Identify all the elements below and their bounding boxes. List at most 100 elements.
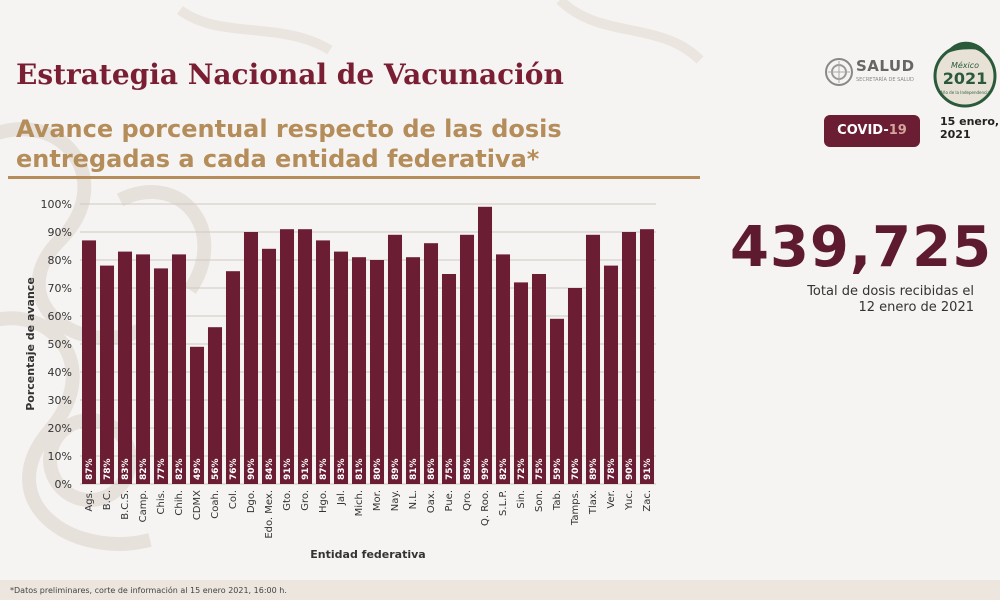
x-tick-label: Gto. bbox=[282, 490, 293, 511]
x-tick-label: Ver. bbox=[606, 490, 617, 509]
seal-top-text: México bbox=[951, 60, 979, 70]
bar bbox=[243, 232, 259, 484]
bar bbox=[135, 254, 151, 484]
bar-value-label: 70% bbox=[571, 458, 581, 480]
salud-subtitle: SECRETARÍA DE SALUD bbox=[856, 77, 914, 83]
badge-number: 19 bbox=[888, 123, 907, 138]
x-tick-label: Edo. Mex. bbox=[264, 490, 275, 539]
subtitle-line-1: Avance porcentual respecto de las dosis bbox=[16, 115, 562, 143]
bar-value-label: 91% bbox=[301, 458, 311, 480]
bar bbox=[639, 229, 655, 484]
x-tick-label: Chis. bbox=[156, 490, 167, 515]
y-tick-label: 100% bbox=[41, 198, 72, 211]
bar-value-label: 80% bbox=[373, 458, 383, 480]
bar bbox=[297, 229, 313, 484]
bar bbox=[495, 254, 511, 484]
y-tick-label: 80% bbox=[48, 254, 72, 267]
bar-value-label: 82% bbox=[139, 458, 149, 480]
x-tick-label: Jal. bbox=[336, 490, 347, 506]
y-tick-label: 20% bbox=[48, 422, 72, 435]
bar-value-label: 81% bbox=[355, 458, 365, 480]
x-tick-label: N.L. bbox=[408, 490, 419, 509]
y-tick-label: 90% bbox=[48, 226, 72, 239]
report-date: 15 enero, 2021 bbox=[940, 115, 1000, 141]
seal-bottom-text: Año de la Independencia bbox=[940, 90, 990, 95]
bar-value-label: 87% bbox=[319, 458, 329, 480]
bar-value-label: 90% bbox=[625, 458, 635, 480]
bar-value-label: 89% bbox=[463, 458, 473, 480]
caption-line-2: 12 enero de 2021 bbox=[858, 300, 974, 315]
x-tick-label: Coah. bbox=[210, 490, 221, 519]
bar bbox=[603, 265, 619, 484]
bar bbox=[405, 257, 421, 484]
salud-emblem-icon bbox=[825, 58, 853, 86]
bar bbox=[351, 257, 367, 484]
salud-wordmark: SALUD bbox=[856, 57, 915, 75]
date-line-1: 15 enero, bbox=[940, 115, 1000, 128]
x-tick-label: Yuc. bbox=[624, 490, 635, 511]
page-title: Estrategia Nacional de Vacunación bbox=[16, 58, 564, 91]
bar-value-label: 81% bbox=[409, 458, 419, 480]
bar-value-label: 86% bbox=[427, 458, 437, 480]
bar bbox=[459, 234, 475, 484]
bar-value-label: 89% bbox=[589, 458, 599, 480]
bar-value-label: 78% bbox=[103, 458, 113, 480]
y-tick-label: 70% bbox=[48, 282, 72, 295]
x-tick-label: Qro. bbox=[462, 490, 473, 511]
y-tick-label: 40% bbox=[48, 366, 72, 379]
badge-prefix: COVID- bbox=[837, 123, 889, 138]
covid-19-badge: COVID-19 bbox=[824, 115, 920, 147]
bar-value-label: 82% bbox=[175, 458, 185, 480]
x-tick-label: Mor. bbox=[372, 490, 383, 511]
seal-year-text: 2021 bbox=[943, 69, 988, 88]
x-axis-title: Entidad federativa bbox=[310, 548, 425, 561]
bar bbox=[333, 251, 349, 484]
x-tick-label: Dgo. bbox=[246, 490, 257, 513]
x-tick-label: B.C.S. bbox=[120, 490, 131, 520]
bar bbox=[81, 240, 97, 484]
bar bbox=[621, 232, 637, 484]
bar bbox=[153, 268, 169, 484]
x-tick-label: Ags. bbox=[84, 490, 95, 512]
x-tick-label: Zac. bbox=[642, 490, 653, 512]
bar bbox=[585, 234, 601, 484]
bar bbox=[369, 260, 385, 484]
bar bbox=[117, 251, 133, 484]
x-tick-label: S.L.P. bbox=[498, 490, 509, 516]
x-tick-label: Mich. bbox=[354, 490, 365, 516]
bar bbox=[513, 282, 529, 484]
bar bbox=[171, 254, 187, 484]
bar bbox=[279, 229, 295, 484]
bar-value-label: 99% bbox=[481, 458, 491, 480]
x-tick-label: CDMX bbox=[192, 490, 203, 520]
bar-value-label: 76% bbox=[229, 458, 239, 480]
y-tick-label: 50% bbox=[48, 338, 72, 351]
y-axis-title: Porcentaje de avance bbox=[24, 277, 37, 411]
bar-value-label: 78% bbox=[607, 458, 617, 480]
page-subtitle: Avance porcentual respecto de las dosis … bbox=[16, 114, 696, 174]
x-tick-label: Q. Roo. bbox=[480, 490, 491, 526]
bar-value-label: 91% bbox=[283, 458, 293, 480]
x-tick-label: Son. bbox=[534, 490, 545, 512]
bar bbox=[387, 234, 403, 484]
bar bbox=[261, 248, 277, 484]
bar bbox=[225, 271, 241, 484]
x-tick-label: Camp. bbox=[138, 490, 149, 522]
bar-value-label: 82% bbox=[499, 458, 509, 480]
subtitle-line-2: entregadas a cada entidad federativa* bbox=[16, 145, 540, 173]
bar bbox=[423, 243, 439, 484]
bar bbox=[441, 274, 457, 484]
y-tick-label: 30% bbox=[48, 394, 72, 407]
x-tick-label: Pue. bbox=[444, 490, 455, 512]
total-doses-caption: Total de dosis recibidas el 12 enero de … bbox=[760, 284, 974, 316]
bar-value-label: 87% bbox=[85, 458, 95, 480]
bar-value-label: 59% bbox=[553, 458, 563, 480]
date-line-2: 2021 bbox=[940, 128, 971, 141]
x-tick-label: Hgo. bbox=[318, 490, 329, 513]
x-tick-label: Sin. bbox=[516, 490, 527, 509]
x-tick-label: Col. bbox=[228, 490, 239, 509]
y-tick-label: 0% bbox=[55, 478, 72, 491]
bar bbox=[99, 265, 115, 484]
vaccination-progress-bar-chart: 0% 10% 20% 30% 40% 50% 60% 70% 80% 90% 100% 87% Ags.… bbox=[24, 198, 656, 561]
